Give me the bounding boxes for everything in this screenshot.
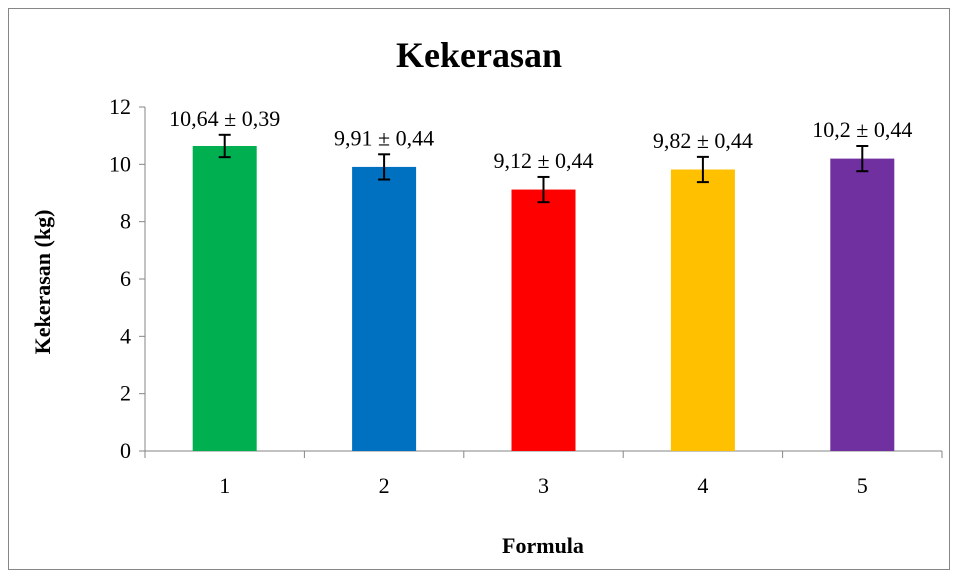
plot-area: 0 2 4 6 8 10 12 10,64 ± 0,39 1 9,91 ± 0,44 2 9,12 ±… bbox=[109, 94, 943, 498]
x-tick-label: 1 bbox=[219, 473, 230, 498]
bar-formula-4 bbox=[670, 169, 735, 451]
data-label: 9,12 ± 0,44 bbox=[493, 148, 593, 173]
y-tick-label: 4 bbox=[120, 323, 131, 348]
x-tick-label: 3 bbox=[538, 473, 549, 498]
chart-area bbox=[8, 8, 950, 570]
y-tick-label: 6 bbox=[120, 266, 131, 291]
y-tick-label: 10 bbox=[109, 151, 131, 176]
x-tick-label: 5 bbox=[857, 473, 868, 498]
x-tick-label: 4 bbox=[697, 473, 708, 498]
data-label: 9,91 ± 0,44 bbox=[334, 125, 434, 150]
data-label: 9,82 ± 0,44 bbox=[653, 128, 753, 153]
x-tick-label: 2 bbox=[379, 473, 390, 498]
data-label: 10,64 ± 0,39 bbox=[169, 106, 280, 131]
bar-formula-5 bbox=[830, 158, 895, 451]
bar-formula-1 bbox=[192, 145, 257, 451]
bar-formula-2 bbox=[352, 166, 417, 451]
y-tick-label: 2 bbox=[120, 381, 131, 406]
y-axis-title: Kekerasan (kg) bbox=[30, 210, 55, 355]
data-label: 10,2 ± 0,44 bbox=[812, 117, 912, 142]
y-tick-label: 12 bbox=[109, 94, 131, 119]
chart-title: Kekerasan bbox=[396, 35, 562, 75]
y-tick-label: 8 bbox=[120, 209, 131, 234]
bar-formula-3 bbox=[511, 189, 576, 451]
y-tick-label: 0 bbox=[120, 438, 131, 463]
x-axis-title: Formula bbox=[502, 533, 584, 558]
